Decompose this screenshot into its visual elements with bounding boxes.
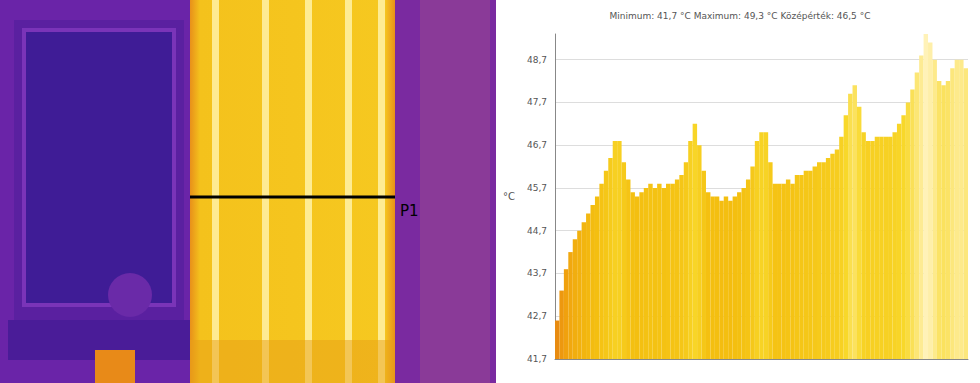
svg-text:45,7: 45,7 bbox=[527, 183, 547, 193]
svg-text:P1: P1 bbox=[400, 202, 419, 220]
svg-text:46,7: 46,7 bbox=[527, 140, 547, 150]
svg-text:Minimum: 41,7 °C Maximum: 49,3: Minimum: 41,7 °C Maximum: 49,3 °C Középé… bbox=[610, 11, 871, 21]
svg-text:47,7: 47,7 bbox=[527, 97, 547, 107]
svg-text:48,7: 48,7 bbox=[527, 55, 547, 65]
svg-text:°C: °C bbox=[503, 191, 515, 202]
svg-text:41,7: 41,7 bbox=[527, 354, 547, 364]
svg-text:42,7: 42,7 bbox=[527, 311, 547, 321]
svg-text:44,7: 44,7 bbox=[527, 226, 547, 236]
svg-text:43,7: 43,7 bbox=[527, 268, 547, 278]
